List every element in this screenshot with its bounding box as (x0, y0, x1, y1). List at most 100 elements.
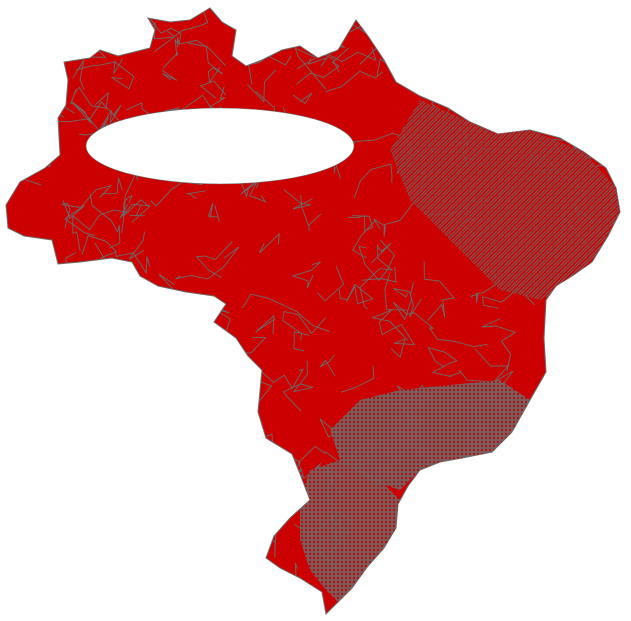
municipality-border (240, 579, 291, 613)
municipality-border (270, 486, 305, 511)
municipality-border (102, 31, 139, 47)
municipality-border (185, 190, 206, 199)
municipality-border (21, 250, 37, 268)
municipality-border (475, 592, 499, 614)
municipality-border (89, 392, 122, 429)
municipality-border (307, 56, 329, 67)
municipality-border (478, 56, 504, 86)
municipality-border (474, 348, 514, 390)
municipality-border (486, 95, 508, 122)
municipality-border (579, 281, 605, 327)
municipality-border (102, 177, 123, 195)
municipality-border (338, 283, 374, 305)
municipality-border (121, 194, 133, 234)
municipality-border (88, 289, 118, 348)
municipality-border (265, 468, 303, 500)
municipality-border (373, 200, 416, 237)
municipality-border (68, 432, 133, 465)
municipality-border (347, 215, 374, 232)
municipality-border (371, 309, 409, 341)
municipality-border (19, 8, 52, 38)
municipality-border (333, 160, 342, 179)
municipality-border (133, 521, 152, 556)
municipality-border (138, 458, 166, 489)
municipality-border (78, 116, 117, 136)
municipality-border (211, 472, 270, 486)
municipality-border (36, 412, 86, 446)
municipality-border (546, 490, 578, 515)
municipality-border (9, 472, 76, 510)
municipality-border (94, 485, 120, 510)
municipality-border (448, 369, 499, 383)
municipality-border (555, 572, 581, 594)
municipality-border (508, 69, 539, 90)
municipality-border (433, 541, 461, 570)
municipality-border (358, 239, 395, 282)
municipality-border (393, 287, 422, 318)
municipality-border (100, 524, 131, 600)
municipality-border (282, 311, 327, 341)
municipality-border (89, 194, 121, 249)
municipality-border (416, 578, 459, 607)
municipality-border (325, 70, 384, 93)
municipality-border (31, 266, 57, 292)
municipality-border (81, 460, 122, 502)
municipality-border (111, 531, 150, 560)
municipality-border (161, 69, 178, 81)
dense-region-northeast (390, 100, 620, 300)
municipality-border (212, 387, 229, 412)
municipality-border (157, 382, 186, 414)
municipality-border (359, 244, 394, 310)
municipality-border (557, 8, 569, 32)
municipality-border (6, 122, 51, 168)
municipality-border (423, 260, 455, 322)
municipality-border (561, 307, 604, 317)
municipality-border (603, 79, 620, 108)
municipality-border (530, 526, 564, 548)
municipality-border (427, 346, 458, 378)
municipality-border (21, 110, 42, 130)
municipality-border (325, 47, 377, 63)
municipality-border (246, 69, 277, 103)
municipality-border (22, 125, 45, 164)
municipality-border (17, 297, 43, 309)
municipality-border (470, 578, 483, 606)
municipality-border (67, 471, 91, 503)
municipality-border (292, 92, 313, 105)
municipality-border (320, 354, 336, 377)
municipality-border (419, 564, 446, 606)
municipality-border (115, 250, 151, 275)
municipality-border (74, 86, 109, 109)
municipality-border (596, 22, 620, 45)
municipality-border (466, 461, 540, 528)
municipality-border (588, 409, 620, 439)
municipality-border (458, 584, 480, 606)
municipality-border (129, 308, 147, 355)
municipality-border (553, 546, 592, 567)
municipality-border (539, 426, 574, 499)
municipality-border (128, 231, 145, 260)
municipality-border (531, 414, 556, 432)
municipality-border (157, 462, 191, 516)
municipality-border (195, 241, 233, 278)
municipality-border (248, 55, 292, 85)
municipality-border (371, 242, 392, 264)
municipality-border (44, 356, 73, 394)
municipality-border (110, 549, 133, 598)
municipality-border (70, 89, 100, 131)
municipality-border (361, 266, 397, 283)
dense-region-southeast (330, 380, 530, 490)
municipality-border (6, 269, 16, 303)
municipality-border (571, 402, 601, 436)
municipality-border (575, 277, 610, 309)
municipality-border (61, 184, 113, 228)
municipality-border (481, 317, 517, 372)
municipality-border (384, 273, 407, 311)
municipality-border (256, 480, 283, 522)
municipality-border (166, 8, 209, 37)
municipality-border (561, 114, 587, 135)
municipality-border (435, 564, 456, 598)
municipality-border (353, 163, 393, 199)
municipality-border (203, 496, 250, 511)
